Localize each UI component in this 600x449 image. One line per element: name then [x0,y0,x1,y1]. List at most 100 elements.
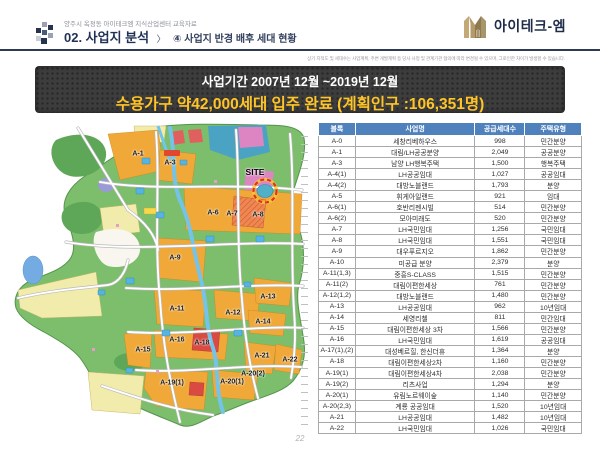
table-row: A-4(1) LH공공임대 1,027 공공임대 [318,168,582,181]
table-row: A-6(1) 호반리젠시빌 514 민간분양 [318,201,582,214]
table-cell: 분양 [524,378,582,391]
table-cell: LH국민임대 [354,234,476,247]
table-row: A-4(2) 대방노블랜드 1,793 분양 [318,179,582,192]
table-cell: 민간분양 [524,212,582,225]
map-block-label: A-8 [252,211,264,219]
table-cell: 국민임대 [524,223,582,236]
table-row: A-15 대림이편한세상 3차 1,566 민간분양 [318,322,582,335]
table-row: A-9 대우푸르지오 1,862 민간분양 [318,245,582,258]
table-cell: 호반리젠시빌 [354,201,476,214]
table-cell: 민간분양 [524,278,582,291]
table-cell: A-14 [318,311,356,324]
table-cell: A-8 [318,234,356,247]
map-block-label: A-3 [164,159,176,167]
table-cell: A-18 [318,355,356,368]
table-cell: 1,027 [474,168,526,181]
table-cell: A-7 [318,223,356,236]
itm-mosaic-logo-icon [36,22,53,44]
table-cell: A-13 [318,300,356,313]
table-cell: A-4(1) [318,168,356,181]
table-cell: 세창리베하우스 [354,134,476,148]
table-row: A-6(2) 모아미래도 520 민간분양 [318,212,582,225]
table-cell: A-12(1,2) [318,289,356,302]
table-cell: 대림이편한세상 3차 [354,322,476,335]
table-cell: A-20(2,3) [318,400,356,413]
company-logo: 아이테크-엠 [462,14,566,38]
landuse-map-graphic [14,123,306,427]
project-period-text: 사업기간 2007년 12월 ~2019년 12월 [201,75,399,89]
table-cell: 계룡 공공임대 [354,400,476,413]
table-cell: 514 [474,201,526,214]
table-cell: 10년임대 [524,411,582,424]
table-cell: 민간분양 [524,267,582,280]
table-row: A-10 미공급 분양 2,379 분양 [318,256,582,269]
table-cell: 2,049 [474,146,526,159]
table-cell: 대방노블랜드 [354,179,476,192]
project-summary-banner: 사업기간 2007년 12월 ~2019년 12월 수용가구 약42,000세대… [35,66,565,113]
map-block-label: A-14 [255,318,271,326]
table-cell: 1,294 [474,378,526,391]
table-row: A-13 LH공공임대 962 10년임대 [318,300,582,313]
table-cell: 1,566 [474,322,526,335]
title-separator: 〉 [156,34,166,44]
table-cell: 민간분양 [524,134,582,148]
map-block-label: A-18 [194,339,210,347]
map-block-label: A-21 [254,352,270,360]
table-cell: A-10 [318,256,356,269]
table-cell: 10년임대 [524,300,582,313]
table-cell: 분양 [524,344,582,357]
table-cell: 962 [474,300,526,313]
table-row: A-1 대림/LH공공분양 2,049 공공분양 [318,146,582,159]
table-cell: 중흥S-CLASS [354,267,476,280]
table-row: A-11(2) 대림이편한세상 761 민간분양 [318,278,582,291]
table-cell: 1,500 [474,157,526,170]
map-block-label: A-16 [169,336,185,344]
table-column-header: 주택유형 [524,122,582,136]
table-cell: 미공급 분양 [354,256,476,269]
table-cell: 민간임대 [524,311,582,324]
table-cell: A-5 [318,190,356,203]
table-cell: 1,482 [474,411,526,424]
table-row: A-0 세창리베하우스 998 민간분양 [318,134,582,148]
map-block-label: A-20(2) [241,370,265,378]
district-badge [143,207,157,215]
page-number: 22 [295,434,305,443]
table-cell: 민간분양 [524,366,582,380]
map-block-label: A-12 [225,309,241,317]
table-cell: LH국민임대 [354,333,476,346]
table-cell: 공공임대 [524,168,582,181]
table-row: A-3 남양 LH행복주택 1,500 행복주택 [318,157,582,170]
table-cell: 국민임대 [524,422,582,435]
table-row: A-21 LH공공임대 1,482 10년임대 [318,411,582,424]
table-row: A-22 LH국민임대 1,026 국민임대 [318,422,582,435]
table-cell: 10년임대 [524,400,582,413]
map-block-label: A-7 [226,210,238,218]
map-block-label: A-13 [260,293,276,301]
table-cell: A-11(1,3) [318,267,356,280]
table-row: A-14 세영리첼 811 민간임대 [318,311,582,324]
table-cell: 민간분양 [524,289,582,302]
table-body: A-0 세창리베하우스 998 민간분양 A-1 대림/LH공공분양 2,049 공공분양 A-… [318,134,582,435]
table-cell: 1,160 [474,355,526,368]
table-cell: 1,793 [474,179,526,192]
table-column-header: 블록 [318,122,356,136]
page-subtitle: ④ 사업지 반경 배후 세대 현황 [173,34,297,45]
table-cell: 공공분양 [524,146,582,159]
table-cell: 남양 LH행복주택 [354,157,476,170]
table-cell: LH공공임대 [354,300,476,313]
table-cell: A-6(2) [318,212,356,225]
households-text: 수용가구 약42,000세대 입주 완료 (계획인구 :106,351명) [115,96,485,113]
table-cell: LH공공임대 [354,168,476,181]
table-cell: 세영리첼 [354,311,476,324]
table-cell: A-19(2) [318,378,356,391]
table-cell: 761 [474,278,526,291]
table-cell: 대림이편한세상4차 [354,366,476,380]
table-cell: A-4(2) [318,179,356,192]
header-title-line: 02. 사업지 분석 〉 ④ 사업지 반경 배후 세대 현황 [64,27,297,47]
table-row: A-7 LH국민임대 1,256 국민임대 [318,223,582,236]
table-cell: LH공공임대 [354,411,476,424]
table-row: A-5 휘게아일랜드 921 임대 [318,190,582,203]
company-logo-text: 아이테크-엠 [493,18,566,34]
table-cell: 811 [474,311,526,324]
table-cell: A-3 [318,157,356,170]
